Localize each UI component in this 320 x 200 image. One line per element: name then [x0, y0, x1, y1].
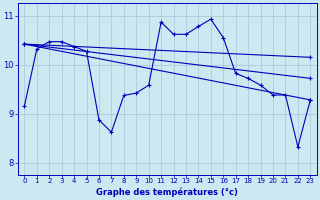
X-axis label: Graphe des températures (°c): Graphe des températures (°c): [96, 187, 238, 197]
